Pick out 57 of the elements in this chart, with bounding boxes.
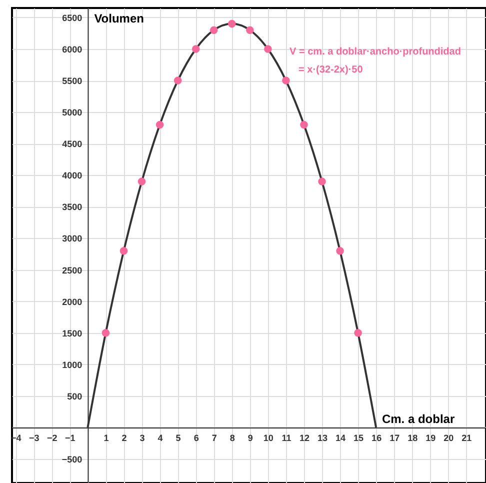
x-tick-label: 18 [408,432,418,443]
y-tick-label: 4500 [62,139,82,150]
y-tick-label: −500 [62,454,82,465]
y-tick-label: 3000 [62,234,82,244]
x-tick-label: 6 [194,432,199,443]
x-tick-label: 19 [426,432,436,443]
point [174,76,182,84]
annotation: V = cm. a doblar·ancho·profundidad [290,46,461,58]
x-tick-label: 11 [282,432,292,443]
x-tick-label: 10 [263,432,274,443]
point [156,120,164,129]
point [318,178,326,186]
x-tick-label: 16 [372,432,382,443]
x-tick-label: 8 [230,432,235,443]
x-tick-label: 1 [104,432,109,443]
x-tick-label: 15 [354,432,364,443]
x-tick-label: 2 [122,432,127,443]
x-tick-label: 5 [176,432,181,443]
point [264,45,272,53]
x-tick-label: −1 [65,432,76,443]
x-tick-label: 13 [317,432,328,443]
x-tick-label: 3 [140,432,145,443]
y-tick-label: 2000 [62,296,82,307]
y-tick-label: 1000 [62,360,82,370]
point [246,26,254,34]
x-tick-label: 7 [212,432,217,443]
point [282,76,290,84]
y-tick-label: 6000 [62,44,82,55]
annotation: = x·(32-2x)·50 [298,64,364,76]
x-tick-label: 14 [336,432,346,443]
point [120,246,128,255]
y-tick-label: 5000 [62,108,82,118]
y-tick-label: 3500 [62,202,82,212]
y-tick-label: 1500 [62,328,82,338]
y-tick-label: 5500 [62,76,82,86]
x-tick-label: 4 [158,432,163,443]
y-tick-label: 6500 [62,12,82,23]
point [354,329,362,337]
point [228,20,236,28]
x-tick-label: −2 [47,432,58,443]
point [192,45,200,53]
x-tick-label: 21 [462,432,472,443]
x-tick-label: 12 [299,432,310,443]
point [336,246,344,255]
y-tick-label: 500 [67,391,82,402]
point [138,178,146,186]
y-axis-title: Volumen [94,12,144,26]
y-tick-label: 4000 [62,170,82,181]
point [210,26,218,34]
x-tick-label: 17 [390,432,400,443]
x-axis-title: Cm. a doblar [382,412,455,426]
point [300,120,308,129]
x-tick-label: 9 [248,432,253,443]
x-tick-label: 20 [444,432,454,443]
x-tick-label: −3 [28,432,40,443]
y-tick-label: 2500 [62,265,82,276]
point [102,329,110,337]
